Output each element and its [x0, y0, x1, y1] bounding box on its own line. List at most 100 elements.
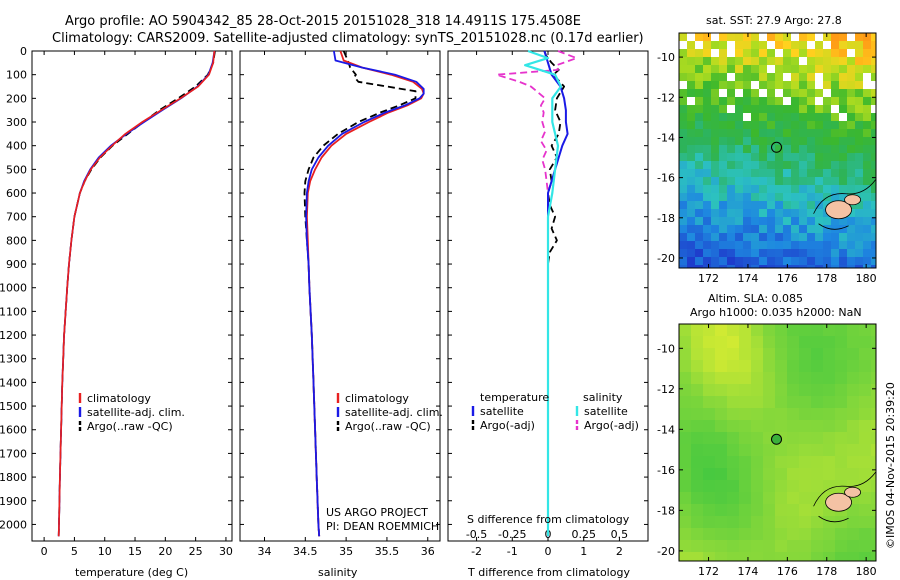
- map-cell: [715, 396, 727, 408]
- map-cell: [783, 73, 791, 81]
- map-cell: [743, 225, 751, 233]
- map-cell: [679, 348, 691, 360]
- map-cell: [691, 492, 703, 504]
- map-cell: [823, 97, 831, 105]
- t-difference-label: T difference from climatology: [467, 566, 630, 579]
- y-tick-label: -16: [657, 464, 675, 477]
- map-cell: [679, 516, 691, 528]
- map-cell: [679, 41, 687, 49]
- map-cell: [791, 233, 799, 241]
- map-cell: [847, 468, 859, 480]
- map-cell: [739, 420, 751, 432]
- map-cell: [751, 169, 759, 177]
- map-cell: [767, 41, 775, 49]
- map-cell: [735, 129, 743, 137]
- map-cell: [763, 480, 775, 492]
- map-cell: [835, 324, 847, 336]
- map-cell: [763, 360, 775, 372]
- map-cell: [787, 336, 799, 348]
- map-cell: [783, 209, 791, 217]
- map-cell: [763, 384, 775, 396]
- s-difference-label: S difference from climatology: [467, 513, 630, 526]
- map-cell: [751, 492, 763, 504]
- map-cell: [831, 241, 839, 249]
- map-cell: [815, 129, 823, 137]
- map-cell: [751, 408, 763, 420]
- imos-timestamp: ©IMOS 04-Nov-2015 20:39:20: [884, 382, 897, 549]
- map-cell: [727, 408, 739, 420]
- map-cell: [715, 360, 727, 372]
- map-cell: [799, 540, 811, 552]
- map-cell: [859, 408, 871, 420]
- map-cell: [695, 217, 703, 225]
- map-cell: [787, 540, 799, 552]
- map-cell: [759, 89, 767, 97]
- map-cell: [691, 528, 703, 540]
- y-tick-label: -12: [657, 383, 675, 396]
- map-cell: [763, 444, 775, 456]
- map-cell: [787, 480, 799, 492]
- map-cell: [743, 41, 751, 49]
- map-cell: [835, 456, 847, 468]
- map-cell: [727, 516, 739, 528]
- map-cell: [691, 396, 703, 408]
- map-cell: [711, 185, 719, 193]
- map-cell: [759, 233, 767, 241]
- map-cell: [679, 169, 687, 177]
- map-cell: [711, 193, 719, 201]
- map-cell: [783, 177, 791, 185]
- map-cell: [767, 33, 775, 41]
- map-cell: [711, 113, 719, 121]
- temperature-xlabel: temperature (deg C): [75, 566, 188, 579]
- map-cell: [763, 528, 775, 540]
- map-cell: [679, 444, 691, 456]
- map-cell: [695, 265, 703, 268]
- map-cell: [767, 121, 775, 129]
- map-cell: [751, 257, 759, 265]
- map-cell: [815, 225, 823, 233]
- map-cell: [695, 185, 703, 193]
- map-cell: [679, 468, 691, 480]
- map-cell: [775, 528, 787, 540]
- map-cell: [835, 444, 847, 456]
- map-cell: [759, 57, 767, 65]
- map-cell: [799, 249, 807, 257]
- map-cell: [807, 73, 815, 81]
- map-cell: [791, 241, 799, 249]
- map-cell: [743, 177, 751, 185]
- map-cell: [767, 217, 775, 225]
- map-cell: [703, 348, 715, 360]
- map-cell: [687, 137, 695, 145]
- map-cell: [767, 49, 775, 57]
- map-cell: [743, 153, 751, 161]
- map-cell: [751, 185, 759, 193]
- map-cell: [871, 540, 876, 552]
- map-cell: [863, 121, 871, 129]
- map-cell: [735, 81, 743, 89]
- map-cell: [807, 89, 815, 97]
- map-cell: [687, 225, 695, 233]
- map-cell: [823, 145, 831, 153]
- y-tick-label: 1800: [0, 471, 27, 484]
- map-cell: [791, 41, 799, 49]
- map-cell: [719, 217, 727, 225]
- map-cell: [855, 209, 863, 217]
- map-cell: [871, 153, 876, 161]
- map-cell: [859, 420, 871, 432]
- map-cell: [859, 468, 871, 480]
- map-cell: [799, 492, 811, 504]
- map-cell: [751, 360, 763, 372]
- y-tick-label: 200: [6, 92, 27, 105]
- map-cell: [679, 360, 691, 372]
- map-cell: [823, 153, 831, 161]
- map-cell: [787, 516, 799, 528]
- map-cell: [783, 137, 791, 145]
- map-cell: [735, 121, 743, 129]
- map-cell: [715, 432, 727, 444]
- map-cell: [767, 81, 775, 89]
- map-cell: [811, 552, 823, 561]
- map-cell: [799, 201, 807, 209]
- map-cell: [871, 528, 876, 540]
- map-cell: [831, 161, 839, 169]
- map-cell: [847, 73, 855, 81]
